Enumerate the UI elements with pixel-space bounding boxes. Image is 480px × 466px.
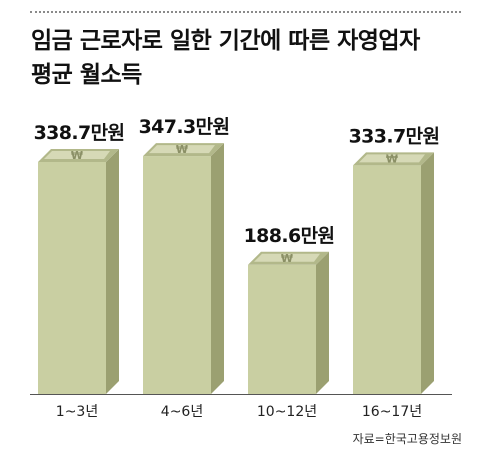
chart-title-line-1: 임금 근로자로 일한 기간에 따른 자영업자 [31, 28, 420, 54]
chart-title: 임금 근로자로 일한 기간에 따른 자영업자 평균 월소득 [31, 24, 420, 92]
data-label: 188.6만원 [244, 225, 335, 247]
bar-front [353, 165, 421, 394]
won-symbol-icon: ₩ [71, 149, 83, 162]
bar-2: ₩ [143, 143, 224, 394]
won-symbol-icon: ₩ [281, 252, 293, 265]
top-divider [30, 11, 461, 13]
x-tick-label: 4~6년 [161, 404, 203, 420]
banknote-icon [149, 145, 215, 154]
data-label: 338.7만원 [34, 122, 125, 144]
bar-front [248, 264, 316, 394]
won-symbol-icon: ₩ [176, 143, 188, 156]
bar-front [143, 156, 211, 394]
bar-3: ₩ [248, 252, 329, 394]
bar-4: ₩ [353, 152, 434, 394]
bar-side [421, 152, 434, 394]
x-tick-label: 16~17년 [362, 404, 422, 420]
x-tick-label: 10~12년 [257, 404, 317, 420]
x-tick-label: 1~3년 [56, 404, 98, 420]
bar-side [211, 143, 224, 394]
data-label: 347.3만원 [139, 116, 230, 138]
source-note: 자료=한국고용정보원 [352, 432, 462, 446]
won-symbol-icon: ₩ [386, 152, 398, 165]
chart-title-line-2: 평균 월소득 [31, 62, 142, 88]
banknote-icon [359, 154, 425, 163]
bar-side [316, 251, 329, 394]
data-label: 333.7만원 [349, 125, 440, 147]
bar-front [38, 161, 106, 394]
banknote-icon [254, 253, 320, 262]
bar-1: ₩ [38, 148, 119, 394]
bar-side [106, 148, 119, 394]
banknote-icon [44, 150, 110, 159]
